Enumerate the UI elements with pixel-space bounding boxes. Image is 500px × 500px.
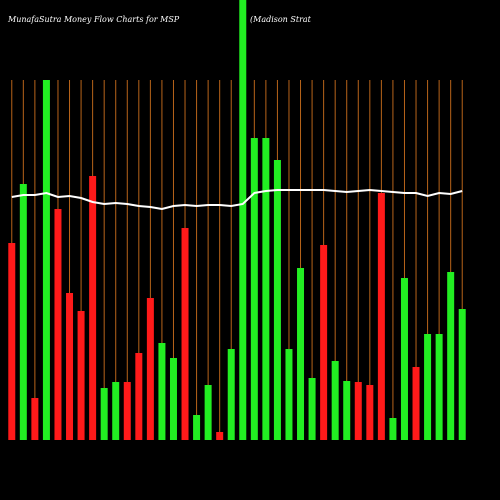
bar xyxy=(66,293,74,440)
bar xyxy=(331,361,339,440)
bar xyxy=(412,367,420,440)
bar xyxy=(424,334,432,440)
bar xyxy=(204,385,212,440)
bar xyxy=(389,418,397,440)
bar xyxy=(42,80,50,440)
bar xyxy=(158,343,166,440)
bar xyxy=(447,272,455,440)
chart-subtitle: (Madison Strat xyxy=(250,15,312,24)
bar xyxy=(123,382,131,440)
bar xyxy=(100,388,108,440)
bar xyxy=(297,268,305,440)
bar xyxy=(377,193,385,440)
bar xyxy=(216,432,224,440)
bar xyxy=(320,245,328,440)
bar xyxy=(262,138,270,440)
bar xyxy=(435,334,443,440)
bar xyxy=(77,311,85,440)
bar xyxy=(239,0,247,440)
bar xyxy=(135,353,143,440)
chart-title: MunafaSutra Money Flow Charts for MSP xyxy=(7,15,180,24)
bar xyxy=(273,160,281,440)
bar xyxy=(343,381,351,440)
bar xyxy=(250,138,258,440)
bar xyxy=(112,382,120,440)
bar xyxy=(285,349,293,440)
bar xyxy=(400,278,408,440)
bar xyxy=(227,349,235,440)
bar xyxy=(193,415,201,440)
bar xyxy=(169,358,177,440)
bar xyxy=(31,398,39,440)
bar xyxy=(19,184,27,440)
money-flow-line xyxy=(11,188,463,211)
bar xyxy=(8,243,16,440)
bar xyxy=(54,209,62,440)
bar xyxy=(458,309,466,440)
bar xyxy=(366,385,374,440)
bar xyxy=(181,228,189,440)
bar xyxy=(89,176,97,440)
bar xyxy=(146,298,154,440)
bar xyxy=(354,382,362,440)
bar xyxy=(308,378,316,440)
